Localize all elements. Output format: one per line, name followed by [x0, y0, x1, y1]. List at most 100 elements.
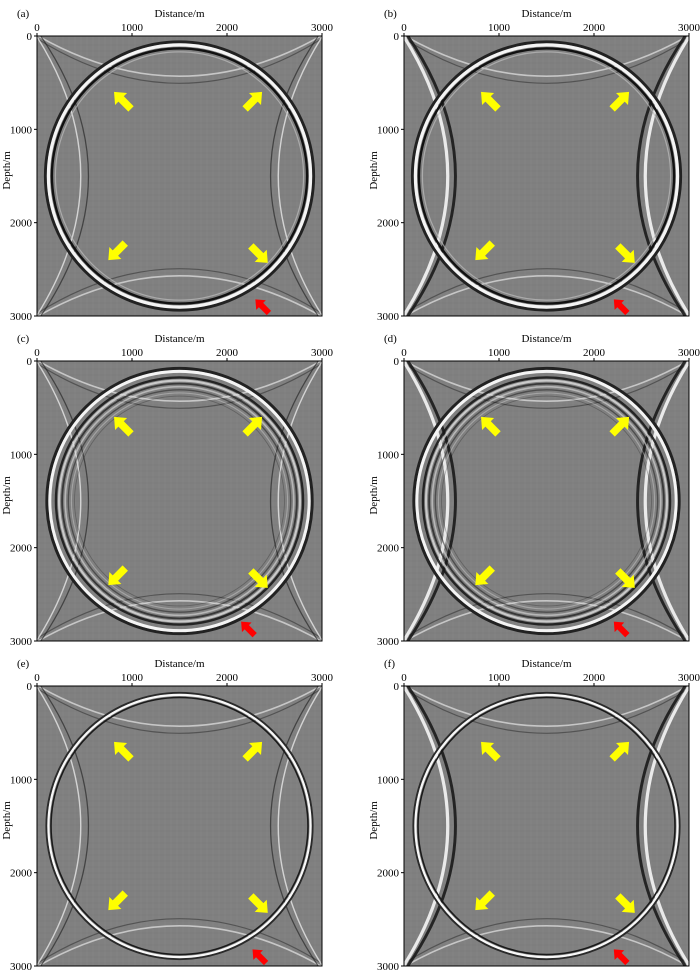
yellow-arrow-marker [615, 893, 635, 913]
boundary-reflection-arc [404, 686, 689, 727]
y-axis-title: Depth/m [1, 801, 13, 840]
yellow-arrow-marker [609, 91, 630, 112]
y-tick-label: 3000 [377, 961, 400, 973]
boundary-reflection-arc [37, 36, 322, 77]
yellow-arrow-marker [481, 741, 501, 762]
wavefield-panel: 0 1000 2000 3000 0 1000 2000 3000 Distance/m Dept… [368, 333, 700, 648]
x-tick-label: 2000 [583, 22, 606, 34]
boundary-reflection-arc [277, 36, 322, 316]
y-tick-label: 1000 [377, 124, 400, 136]
y-tick-label: 1000 [377, 774, 400, 786]
boundary-reflection-arc [404, 275, 689, 316]
y-axis-title: Depth/m [1, 151, 13, 190]
x-tick-label: 0 [34, 347, 40, 359]
yellow-arrow-marker [242, 741, 263, 762]
boundary-reflection-arc [404, 36, 450, 316]
yellow-arrow-marker [242, 91, 263, 112]
wavefield-panel: 0 1000 2000 3000 0 1000 2000 3000 Distance/m Dept… [1, 658, 334, 973]
yellow-arrow-marker [242, 416, 263, 437]
x-tick-label: 2000 [216, 672, 239, 684]
boundary-reflection-arc [404, 36, 689, 77]
y-tick-label: 3000 [10, 961, 33, 973]
x-tick-label: 0 [401, 672, 407, 684]
y-tick-label: 0 [27, 31, 33, 43]
y-tick-label: 0 [394, 31, 400, 43]
panel-label: (b) [384, 8, 397, 20]
boundary-reflection-arc [37, 686, 322, 727]
yellow-arrow-marker [108, 890, 128, 911]
x-axis-title: Distance/m [521, 333, 572, 345]
y-tick-label: 1000 [10, 449, 33, 461]
wavefront-ring [412, 691, 681, 961]
x-tick-label: 3000 [678, 22, 700, 34]
x-tick-label: 1000 [121, 672, 144, 684]
boundary-reflection-arc [404, 600, 689, 641]
yellow-arrow-marker [475, 890, 495, 911]
boundary-reflection-arc [404, 361, 689, 402]
y-tick-label: 0 [27, 356, 33, 368]
boundary-reflection-arc [37, 36, 82, 316]
boundary-reflection-arc [37, 600, 322, 641]
wavefield-panel: 0 1000 2000 3000 0 1000 2000 3000 Distance/m Dept… [368, 658, 700, 973]
y-axis-title: Depth/m [368, 801, 380, 840]
y-tick-label: 0 [394, 681, 400, 693]
y-tick-label: 2000 [10, 218, 33, 230]
x-tick-label: 2000 [583, 672, 606, 684]
boundary-reflection-arc [277, 686, 322, 966]
yellow-arrow-marker [248, 243, 268, 263]
boundary-reflection-arc [37, 361, 82, 641]
panel-frame [36, 685, 323, 967]
y-tick-label: 0 [394, 356, 400, 368]
x-axis-title: Distance/m [154, 8, 205, 20]
panel-label: (d) [384, 333, 397, 345]
yellow-arrow-marker [108, 240, 128, 261]
x-tick-label: 0 [401, 347, 407, 359]
yellow-arrow-marker [475, 240, 495, 261]
y-tick-label: 2000 [10, 868, 33, 880]
yellow-arrow-marker [481, 416, 501, 437]
panel-label: (a) [17, 8, 30, 20]
panel-label: (e) [17, 658, 30, 670]
x-axis-title: Distance/m [154, 658, 205, 670]
x-tick-label: 2000 [583, 347, 606, 359]
x-tick-label: 2000 [216, 347, 239, 359]
yellow-arrow-marker [108, 565, 128, 586]
x-tick-label: 0 [34, 22, 40, 34]
y-tick-label: 3000 [377, 311, 400, 323]
panel-background [37, 36, 322, 316]
x-tick-label: 1000 [121, 347, 144, 359]
yellow-arrow-marker [114, 741, 134, 762]
x-tick-label: 3000 [311, 672, 334, 684]
red-arrow-marker [613, 621, 630, 638]
yellow-arrow-marker [609, 416, 630, 437]
boundary-reflection-arc [404, 925, 689, 966]
x-tick-label: 2000 [216, 22, 239, 34]
boundary-reflection-arc [277, 361, 322, 641]
x-tick-label: 3000 [311, 22, 334, 34]
x-tick-label: 0 [401, 22, 407, 34]
y-tick-label: 2000 [377, 868, 400, 880]
boundary-reflection-arc [37, 275, 322, 316]
y-axis-title: Depth/m [368, 151, 380, 190]
x-tick-label: 1000 [121, 22, 144, 34]
y-axis-title: Depth/m [1, 476, 13, 515]
yellow-arrow-marker [615, 568, 635, 588]
boundary-reflection-arc [643, 686, 689, 966]
x-tick-label: 3000 [311, 347, 334, 359]
boundary-reflection-arc [404, 686, 450, 966]
panel-frame [403, 360, 690, 642]
boundary-reflection-arc [643, 36, 689, 316]
y-tick-label: 0 [27, 681, 33, 693]
x-tick-label: 3000 [678, 672, 700, 684]
panel-label: (c) [17, 333, 30, 345]
x-axis-title: Distance/m [154, 333, 205, 345]
panel-frame [36, 360, 323, 642]
x-tick-label: 1000 [488, 22, 511, 34]
panel-frame [403, 35, 690, 317]
wavefront-ring [45, 366, 314, 636]
wavefront-ring [43, 40, 316, 312]
x-tick-label: 3000 [678, 347, 700, 359]
boundary-reflection-arc [643, 361, 689, 641]
y-tick-label: 2000 [377, 543, 400, 555]
yellow-arrow-marker [615, 243, 635, 263]
